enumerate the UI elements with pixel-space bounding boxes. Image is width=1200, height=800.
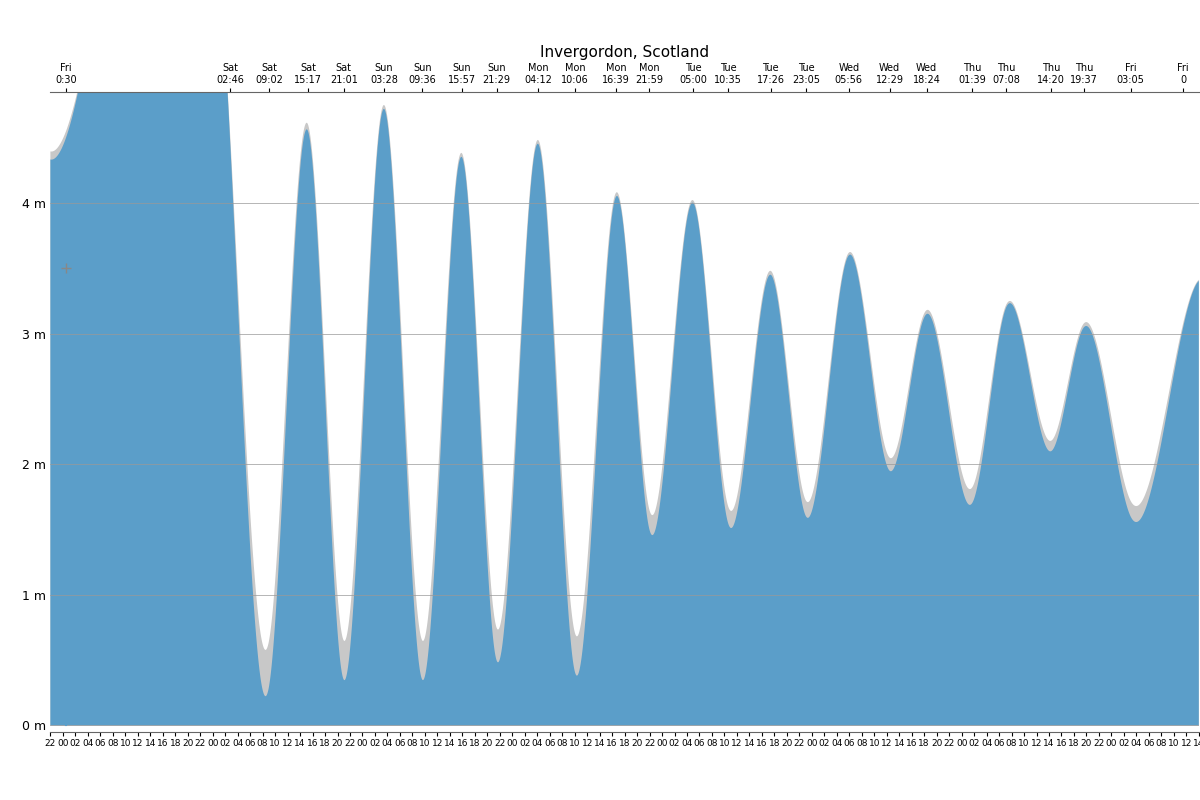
Title: Invergordon, Scotland: Invergordon, Scotland [540,45,709,59]
